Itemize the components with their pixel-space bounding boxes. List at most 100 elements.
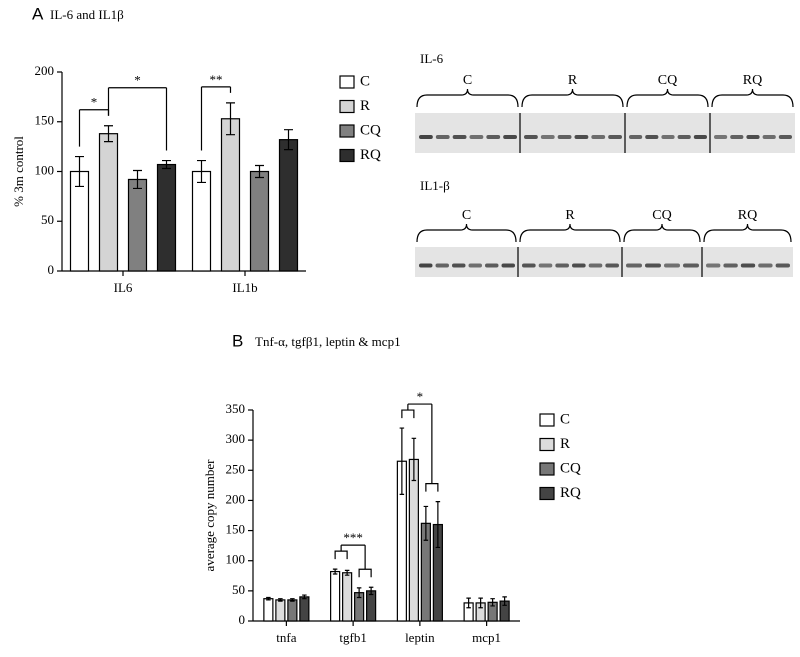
blot-group-label: C <box>463 73 472 88</box>
significance-label: * <box>417 389 424 404</box>
blot-band <box>538 263 553 268</box>
blot-band <box>629 135 643 139</box>
legend-swatch <box>339 99 355 114</box>
blot-group-label: CQ <box>652 208 671 223</box>
x-tick-label: leptin <box>405 630 435 645</box>
error-bar <box>278 598 283 602</box>
blot-band <box>503 135 517 139</box>
error-bar <box>466 597 471 609</box>
significance-label: * <box>134 73 141 88</box>
legend-swatch <box>539 486 555 501</box>
blot-band <box>740 263 756 268</box>
error-bar <box>399 427 405 495</box>
y-axis-label: average copy number <box>202 459 217 572</box>
error-bar <box>162 159 171 170</box>
error-bar <box>75 155 84 188</box>
y-tick-label: 250 <box>226 461 246 476</box>
bar <box>156 163 177 272</box>
blot-band <box>435 135 450 139</box>
legend-swatch <box>339 148 355 163</box>
x-tick-label: tnfa <box>276 630 296 645</box>
blot-band <box>645 135 659 139</box>
blot-band <box>469 135 484 139</box>
y-axis-label: % 3m control <box>11 136 26 207</box>
blot-band <box>524 135 538 139</box>
blot-band <box>758 263 773 268</box>
blot-bracket <box>703 223 792 243</box>
blot-band <box>572 263 586 268</box>
blot-band <box>775 263 790 268</box>
blot-bracket <box>416 223 517 243</box>
error-bar <box>435 501 441 549</box>
y-tick-label: 100 <box>35 162 55 177</box>
error-bar <box>104 125 113 143</box>
blot-bracket <box>519 223 621 243</box>
bar <box>98 133 119 272</box>
blot-band <box>706 263 721 268</box>
blot-band <box>452 135 467 139</box>
x-tick-label: mcp1 <box>472 630 501 645</box>
error-bar <box>197 159 206 184</box>
blot-band <box>762 135 776 139</box>
significance-bracket <box>200 86 232 151</box>
blot-band <box>645 263 661 268</box>
blot-group-label: RQ <box>743 73 762 88</box>
legend-label: RQ <box>360 147 381 163</box>
blot-group-label: C <box>462 208 471 223</box>
bar <box>408 458 419 622</box>
significance-bracket <box>107 87 168 151</box>
chart-title: Tnf-α, tgfβ1, leptin & mcp1 <box>255 334 401 349</box>
legend-label: CQ <box>560 460 581 476</box>
blot-bracket <box>623 223 701 243</box>
blot-band <box>485 263 499 268</box>
bar <box>278 139 299 272</box>
y-tick-label: 200 <box>226 491 246 506</box>
bar <box>191 170 212 272</box>
blot-band <box>714 135 728 139</box>
blot-bracket <box>626 88 709 108</box>
y-tick-label: 50 <box>41 212 54 227</box>
blot-band <box>591 135 606 139</box>
significance-bracket <box>334 544 372 578</box>
error-bar <box>411 437 417 482</box>
significance-bracket <box>401 403 439 492</box>
y-tick-label: 100 <box>226 552 246 567</box>
significance-label: ** <box>210 72 223 87</box>
significance-label: *** <box>343 530 363 545</box>
blot-strip <box>415 247 793 277</box>
legend-swatch <box>539 462 555 476</box>
blot-band <box>746 135 760 139</box>
error-bar <box>255 164 264 179</box>
bar <box>127 178 148 272</box>
panel-label: B <box>232 331 243 350</box>
bar <box>287 599 298 622</box>
blot-bracket <box>416 88 519 108</box>
y-tick-label: 150 <box>226 522 246 537</box>
error-bar <box>368 586 374 596</box>
legend-label: CQ <box>360 122 381 138</box>
error-bar <box>478 597 483 609</box>
blot-band <box>486 135 501 139</box>
legend-swatch <box>339 75 355 89</box>
y-tick-label: 0 <box>239 612 246 627</box>
blot-band <box>557 135 572 139</box>
error-bar <box>266 596 271 601</box>
blot-bracket <box>711 88 794 108</box>
error-bar <box>290 598 295 602</box>
blot-band <box>723 263 738 268</box>
legend-label: R <box>560 436 570 452</box>
blot-title: IL1-β <box>420 178 450 193</box>
blot-band <box>588 263 603 268</box>
blot-band <box>419 263 433 268</box>
bar <box>366 590 377 622</box>
bar <box>249 170 270 272</box>
legend-swatch <box>539 437 555 452</box>
bar <box>342 572 353 622</box>
blot-band <box>574 135 589 139</box>
bar <box>263 598 274 622</box>
error-bar <box>490 598 495 607</box>
error-bar <box>356 587 362 599</box>
bar <box>299 596 310 622</box>
x-tick-label: tgfb1 <box>339 630 366 645</box>
legend-swatch <box>339 124 355 138</box>
